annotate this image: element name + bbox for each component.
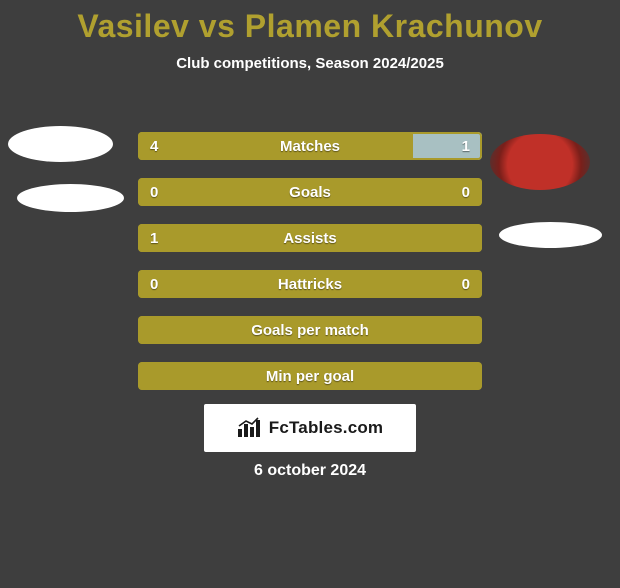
page-title: Vasilev vs Plamen Krachunov	[0, 8, 620, 45]
stat-value-left: 1	[150, 224, 158, 252]
stat-row-hattricks: Hattricks0 0	[138, 270, 482, 298]
stat-value-right: 0	[462, 178, 470, 206]
player-right-avatar	[490, 134, 590, 190]
stat-row-assists: Assists1	[138, 224, 482, 252]
chart-icon	[237, 417, 263, 439]
attribution-text: FcTables.com	[269, 418, 384, 438]
stat-value-right: 1	[462, 132, 470, 160]
stat-row-goals-per-match: Goals per match	[138, 316, 482, 344]
stat-value-left: 0	[150, 178, 158, 206]
stat-value-left: 0	[150, 270, 158, 298]
subtitle: Club competitions, Season 2024/2025	[0, 55, 620, 72]
stat-label: Goals per match	[138, 316, 482, 344]
attribution-box: FcTables.com	[204, 404, 416, 452]
stat-value-right: 0	[462, 270, 470, 298]
player-right-blob	[499, 222, 602, 248]
stat-label: Hattricks	[138, 270, 482, 298]
player-left-avatar	[8, 126, 113, 162]
date-label: 6 october 2024	[0, 462, 620, 480]
player-left-blob	[17, 184, 124, 212]
stat-label: Min per goal	[138, 362, 482, 390]
stat-label: Goals	[138, 178, 482, 206]
stat-row-matches: Matches4 1	[138, 132, 482, 160]
stat-row-goals: Goals0 0	[138, 178, 482, 206]
stat-row-min-per-goal: Min per goal	[138, 362, 482, 390]
stat-value-left: 4	[150, 132, 158, 160]
comparison-bars: Matches41Goals00Assists1Hattricks00Goals…	[138, 132, 482, 408]
stat-label: Matches	[138, 132, 482, 160]
stat-label: Assists	[138, 224, 482, 252]
